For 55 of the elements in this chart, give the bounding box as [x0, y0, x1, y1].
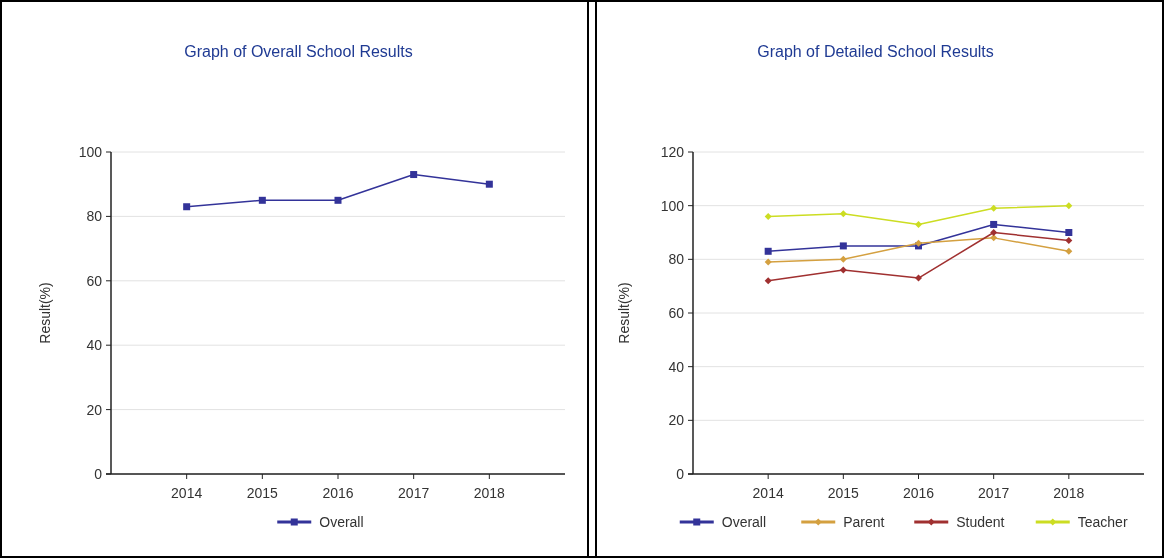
- x-tick-label: 2018: [473, 485, 506, 501]
- chart-title: Graph of Detailed School Results: [757, 43, 994, 60]
- y-axis-title: Result(%): [37, 282, 53, 344]
- point: [258, 196, 266, 204]
- point: [1065, 229, 1073, 236]
- x-tick-label: 2015: [246, 485, 279, 501]
- legend-label: Student: [956, 513, 1005, 530]
- y-axis-title: Result(%): [616, 282, 632, 344]
- y-tick-label: 20: [668, 412, 685, 429]
- point: [839, 255, 847, 263]
- x-tick-label: 2016: [902, 485, 935, 501]
- y-tick-label: 60: [668, 304, 685, 321]
- point: [764, 277, 772, 285]
- x-tick-label: 2018: [1053, 485, 1085, 501]
- y-tick-label: 100: [78, 143, 103, 160]
- point: [334, 196, 342, 204]
- x-tick-label: 2014: [752, 485, 784, 501]
- point: [485, 180, 493, 188]
- legend-label: Parent: [843, 513, 885, 530]
- x-tick-label: 2016: [322, 485, 354, 501]
- y-tick-label: 80: [86, 208, 103, 225]
- point: [410, 171, 418, 179]
- y-tick-label: 80: [668, 251, 685, 268]
- point: [839, 210, 847, 218]
- y-tick-label: 20: [86, 401, 103, 418]
- legend-label: Overall: [721, 513, 767, 530]
- point: [183, 203, 191, 211]
- point: [990, 229, 998, 236]
- point: [990, 204, 998, 212]
- point: [1065, 202, 1073, 210]
- legend-label: Overall: [319, 513, 364, 530]
- point: [764, 212, 772, 220]
- point: [1065, 237, 1073, 245]
- point: [1065, 247, 1073, 255]
- point: [764, 258, 772, 266]
- y-tick-label: 120: [660, 143, 685, 160]
- y-tick-label: 60: [86, 272, 103, 289]
- y-tick-label: 0: [94, 465, 103, 482]
- point: [764, 247, 772, 255]
- point: [839, 266, 847, 274]
- y-tick-label: 100: [660, 197, 685, 214]
- x-tick-label: 2014: [171, 485, 203, 501]
- point: [990, 234, 998, 242]
- point: [915, 220, 922, 228]
- y-tick-label: 0: [676, 465, 685, 482]
- y-tick-label: 40: [86, 337, 103, 354]
- y-tick-label: 40: [668, 358, 685, 375]
- point: [839, 242, 847, 250]
- x-tick-label: 2017: [398, 485, 430, 501]
- chart-title: Graph of Overall School Results: [184, 43, 413, 60]
- point: [990, 220, 998, 228]
- x-tick-label: 2015: [827, 485, 860, 501]
- point: [915, 274, 922, 282]
- legend-label: Teacher: [1077, 513, 1128, 530]
- x-tick-label: 2017: [978, 485, 1010, 501]
